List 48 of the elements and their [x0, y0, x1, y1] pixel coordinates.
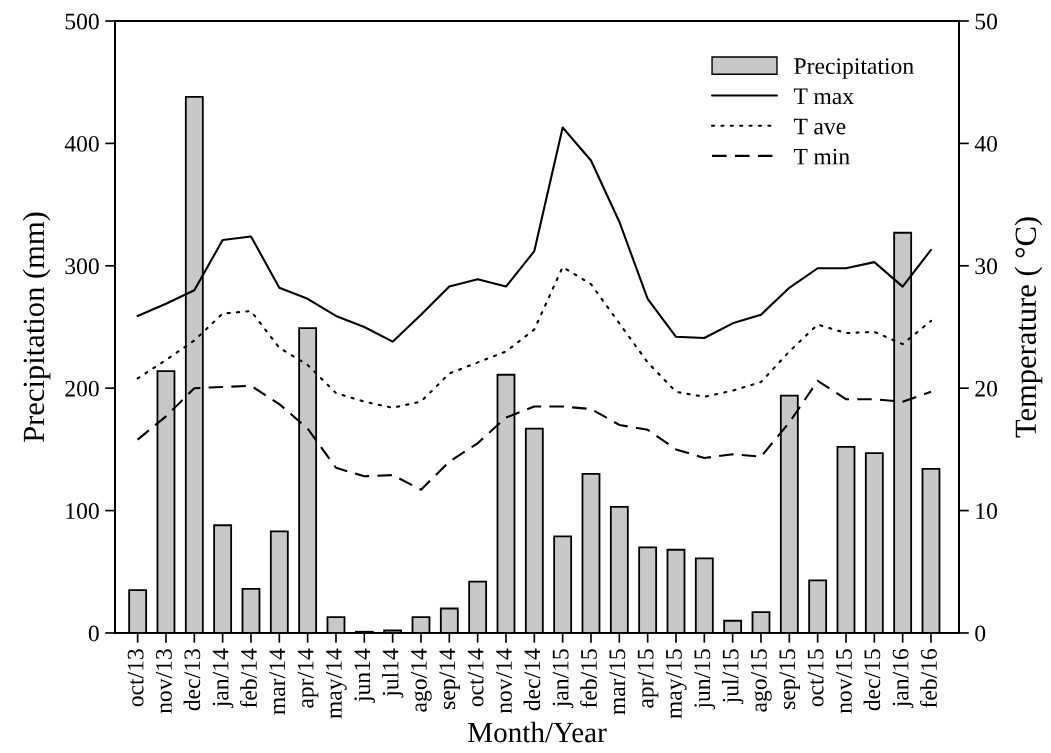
x-tick-label: sep/15: [779, 649, 801, 709]
y2-tick-label: 20: [975, 380, 998, 397]
x-tick-label: jul/15: [721, 649, 744, 705]
x-tick-label: sep/14: [439, 648, 461, 709]
x-tick-label: jul14: [381, 648, 404, 698]
x-tick-label: ago/14: [411, 648, 432, 712]
legend-label: Precipitation: [794, 58, 914, 79]
x-tick-label: jan/15: [552, 649, 574, 708]
x-tick-label: jan/14: [212, 648, 234, 708]
y2-tick-label: 40: [974, 135, 998, 152]
x-tick-label: oct/15: [807, 649, 824, 707]
y-tick-label: 400: [64, 135, 99, 152]
x-tick-label: may/15: [666, 649, 687, 719]
y-tick-label: 100: [66, 503, 99, 519]
legend-label: T max: [793, 88, 854, 105]
x-tick-label: nov/13: [156, 649, 172, 714]
x-tick-label: nov/15: [836, 649, 852, 714]
y-axis-title: Precipitation (mm): [22, 212, 51, 442]
x-tick-label: may/14: [326, 648, 347, 719]
x-tick-label: apr/15: [637, 649, 659, 708]
legend-label: T ave: [793, 118, 846, 135]
y2-tick-label: 10: [976, 503, 998, 519]
x-tick-label: jan/16: [892, 648, 914, 708]
y2-tick-label: 50: [975, 13, 998, 30]
y2-tick-label: 0: [975, 625, 986, 642]
x-tick-label: ago/15: [751, 649, 772, 712]
y2-axis-title: Temperature ( °C): [1014, 217, 1043, 438]
x-tick-label: apr/14: [297, 648, 319, 708]
x-tick-label: feb/15: [580, 649, 597, 708]
x-axis-title: Month/Year: [468, 721, 607, 743]
y-tick-label: 200: [65, 380, 99, 397]
x-tick-label: oct/13: [127, 649, 144, 707]
x-tick-label: nov/14: [496, 648, 512, 714]
x-tick-label: dec/13: [183, 649, 201, 711]
x-tick-label: mar/14: [269, 648, 286, 715]
y-tick-label: 0: [88, 625, 99, 642]
y2-tick-label: 30: [975, 258, 998, 275]
y-tick-label: 500: [65, 13, 99, 30]
x-tick-label: dec/14: [523, 648, 541, 711]
x-tick-label: jun/15: [694, 649, 716, 710]
x-tick-label: feb/14: [240, 648, 257, 708]
x-tick-label: dec/15: [863, 649, 881, 711]
x-tick-label: feb/16: [920, 648, 937, 708]
x-tick-label: mar/15: [609, 649, 626, 715]
x-tick-label: oct/14: [467, 648, 484, 707]
x-tick-label: jun14: [354, 648, 376, 703]
legend-label: T min: [793, 148, 850, 165]
y-tick-label: 300: [65, 258, 99, 275]
